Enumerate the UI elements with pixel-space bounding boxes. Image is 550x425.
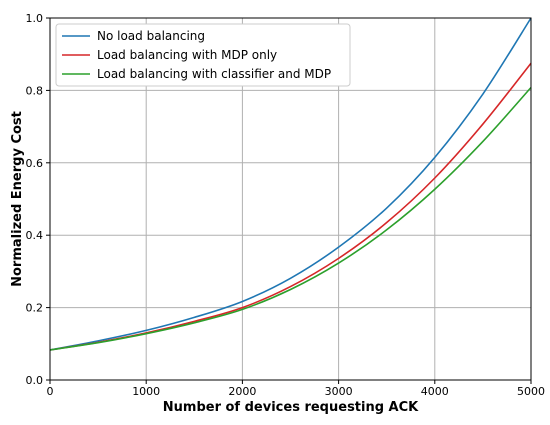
x-tick-label: 1000 [132, 385, 160, 398]
y-tick-label: 0.8 [26, 84, 44, 97]
legend-label-2: Load balancing with MDP only [97, 48, 277, 62]
x-tick-label: 0 [47, 385, 54, 398]
x-axis-label: Number of devices requesting ACK [163, 400, 419, 415]
legend: No load balancing Load balancing with MDP… [55, 23, 351, 87]
x-tick-label: 5000 [517, 385, 545, 398]
y-tick-label: 0.2 [26, 302, 44, 315]
legend-label-3: Load balancing with classifier and MDP [97, 67, 331, 81]
x-tick-label: 2000 [228, 385, 256, 398]
y-tick-label: 1.0 [26, 12, 44, 25]
tick-layer: 0 1000 2000 3000 4000 5000 0.0 0.2 0.4 0.6 0.8 1.0 [26, 12, 546, 398]
x-tick-label: 3000 [325, 385, 353, 398]
x-tick-label: 4000 [421, 385, 449, 398]
legend-box [55, 23, 351, 87]
legend-label-1: No load balancing [97, 29, 205, 43]
y-tick-label: 0.4 [26, 229, 44, 242]
series-line-2 [49, 62, 532, 351]
plot-frame [49, 17, 532, 381]
series-layer [49, 17, 532, 351]
y-tick-label: 0.0 [26, 374, 44, 387]
series-line-1 [49, 17, 532, 351]
y-tick-label: 0.6 [26, 157, 44, 170]
legend-items: No load balancing Load balancing with MDP… [62, 29, 331, 81]
y-axis-label: Normalized Energy Cost [10, 111, 25, 287]
series-line-3 [49, 86, 532, 351]
